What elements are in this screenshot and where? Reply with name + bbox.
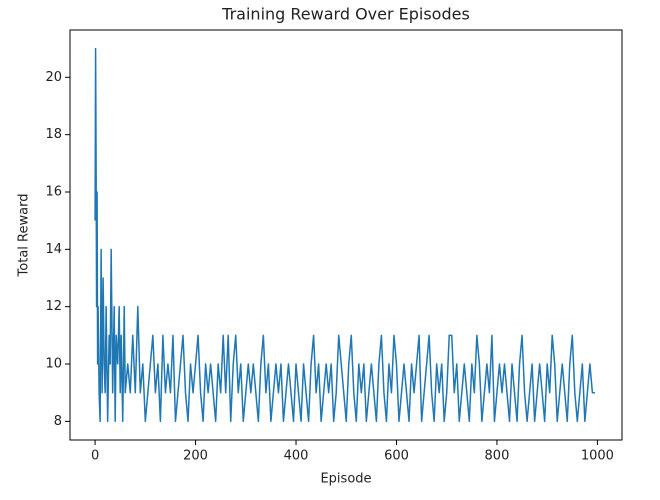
y-tick-label: 20: [45, 70, 62, 85]
data-line: [94, 47, 595, 423]
y-tick-label: 16: [45, 184, 62, 199]
x-tick-label: 200: [183, 449, 208, 464]
plot-frame: [69, 29, 623, 441]
y-axis-label: Total Reward: [17, 194, 32, 278]
x-tick-label: 800: [485, 449, 510, 464]
y-tick-label: 8: [54, 414, 62, 429]
x-tick-label: 600: [384, 449, 409, 464]
x-axis-label: Episode: [320, 472, 371, 487]
y-tick-label: 10: [45, 357, 62, 372]
x-tick-label: 400: [284, 449, 309, 464]
x-tick-label: 1000: [581, 449, 614, 464]
x-tick-label: 0: [91, 449, 99, 464]
y-tick-label: 12: [45, 299, 62, 314]
y-tick-label: 14: [45, 242, 62, 257]
y-tick-label: 18: [45, 127, 62, 142]
chart-title: Training Reward Over Episodes: [221, 5, 470, 24]
